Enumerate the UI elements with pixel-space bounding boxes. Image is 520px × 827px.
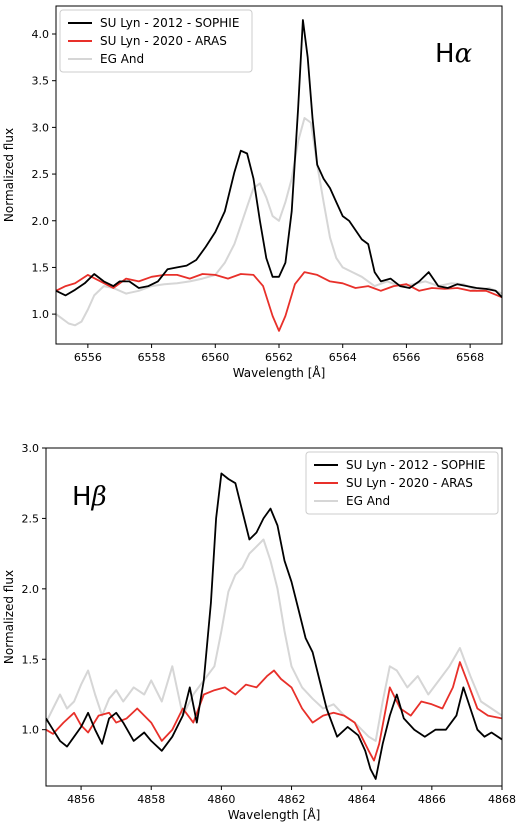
annotation-letter: H — [435, 39, 455, 69]
legend-entry: EG And — [346, 494, 390, 508]
annotation-symbol: α — [455, 39, 473, 69]
x-tick-label: 4858 — [137, 793, 165, 806]
y-tick-label: 4.0 — [32, 28, 50, 41]
y-tick-label: 3.5 — [32, 75, 50, 88]
series-line-su-lyn-2012-sophie — [46, 472, 502, 780]
x-tick-label: 4866 — [418, 793, 446, 806]
x-tick-label: 6564 — [329, 351, 357, 364]
legend: SU Lyn - 2012 - SOPHIE SU Lyn - 2020 - AR… — [59, 9, 253, 73]
y-tick-label: 2.5 — [32, 168, 50, 181]
legend-entry: SU Lyn - 2020 - ARAS — [100, 34, 227, 48]
chart-panel-1: 6556 6558 6560 6562 6564 6566 6568 1.0 1.5 2.0 2.5… — [2, 5, 503, 380]
line-annotation: Hα — [435, 39, 473, 69]
y-tick-label: 1.0 — [32, 308, 50, 321]
y-tick-label: 3.0 — [32, 121, 50, 134]
x-tick-label: 6566 — [392, 351, 420, 364]
y-axis-label: Normalized flux — [2, 128, 16, 222]
annotation-letter: H — [72, 482, 92, 512]
x-tick-label: 4862 — [278, 793, 306, 806]
legend-entry: EG And — [100, 52, 144, 66]
series-line-su-lyn-2012-sophie — [56, 19, 502, 298]
x-axis-label: Wavelength [Å] — [233, 365, 326, 380]
line-annotation: Hβ — [72, 482, 107, 512]
y-tick-label: 1.5 — [22, 653, 40, 666]
x-tick-label: 4856 — [67, 793, 95, 806]
legend: SU Lyn - 2012 - SOPHIE SU Lyn - 2020 - AR… — [305, 451, 499, 515]
series-line-su-lyn-2020-aras — [56, 271, 502, 332]
annotation-symbol: β — [91, 482, 107, 512]
y-tick-label: 1.0 — [22, 724, 40, 737]
series-line-eg-and — [46, 538, 502, 742]
y-tick-label: 2.0 — [32, 215, 50, 228]
x-tick-label: 6568 — [456, 351, 484, 364]
y-tick-label: 3.0 — [22, 442, 40, 455]
series-line-eg-and — [56, 117, 502, 327]
x-tick-label: 4860 — [207, 793, 235, 806]
plot-frame — [45, 447, 503, 787]
y-tick-label: 1.5 — [32, 261, 50, 274]
legend-box — [59, 9, 253, 73]
legend-entry: SU Lyn - 2012 - SOPHIE — [100, 16, 239, 30]
x-tick-label: 4868 — [488, 793, 516, 806]
y-axis-label: Normalized flux — [2, 570, 16, 664]
x-tick-label: 4864 — [348, 793, 376, 806]
legend-entry: SU Lyn - 2012 - SOPHIE — [346, 458, 485, 472]
chart-panel-2: 4856 4858 4860 4862 4864 4866 4868 1.0 1.5 2.0 2.5… — [2, 442, 516, 822]
x-axis-label: Wavelength [Å] — [228, 807, 321, 822]
y-tick-label: 2.5 — [22, 512, 40, 525]
series-line-su-lyn-2020-aras — [46, 661, 502, 762]
y-tick-label: 2.0 — [22, 583, 40, 596]
x-tick-label: 6560 — [201, 351, 229, 364]
legend-box — [305, 451, 499, 515]
x-tick-label: 6562 — [265, 351, 293, 364]
x-tick-label: 6556 — [74, 351, 102, 364]
x-tick-label: 6558 — [138, 351, 166, 364]
legend-entry: SU Lyn - 2020 - ARAS — [346, 476, 473, 490]
